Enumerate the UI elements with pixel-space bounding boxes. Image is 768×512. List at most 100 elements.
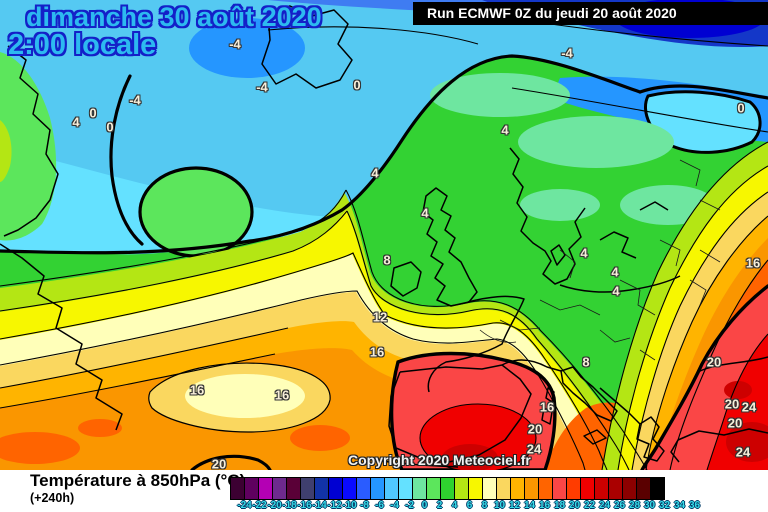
scale-value: -2 <box>405 500 414 511</box>
scale-value: -18 <box>282 500 297 511</box>
map-local-time: 2:00 locale <box>8 29 157 61</box>
model-run-banner: Run ECMWF 0Z du jeudi 20 août 2020 <box>413 2 768 25</box>
scale-cell <box>538 477 553 500</box>
contour-label: 0 <box>353 77 361 93</box>
scale-value: 16 <box>538 500 551 511</box>
legend-lead-time: (+240h) <box>30 491 75 505</box>
scale-cell <box>314 477 329 500</box>
scale-cell <box>622 477 637 500</box>
contour-label: -4 <box>561 45 573 61</box>
scale-cell <box>356 477 371 500</box>
scale-value: 26 <box>613 500 626 511</box>
scale-value: 30 <box>643 500 656 511</box>
scale-cell <box>272 477 287 500</box>
scale-value: 32 <box>658 500 671 511</box>
scale-cell <box>608 477 623 500</box>
scale-cell <box>230 477 245 500</box>
scale-cell <box>300 477 315 500</box>
contour-label: 4 <box>580 245 588 261</box>
scale-value: -24 <box>237 500 252 511</box>
contour-label: 24 <box>735 444 751 460</box>
contour-label: 8 <box>582 354 590 370</box>
contour-label: 4 <box>501 122 509 138</box>
scale-value: 14 <box>523 500 536 511</box>
contour-label: 16 <box>539 399 555 415</box>
scale-value: 24 <box>598 500 611 511</box>
scale-value: 10 <box>493 500 506 511</box>
scale-cell <box>468 477 483 500</box>
scale-value: -8 <box>360 500 369 511</box>
contour-label: -4 <box>229 36 241 52</box>
weather-map-svg <box>0 0 768 470</box>
contour-label: 12 <box>372 309 388 325</box>
scale-value: -14 <box>312 500 327 511</box>
contour-label: 20 <box>211 456 227 471</box>
scale-cell <box>384 477 399 500</box>
contour-label: 0 <box>106 119 114 135</box>
scale-cell <box>454 477 469 500</box>
scale-cell <box>258 477 273 500</box>
contour-label: -4 <box>129 92 141 108</box>
contour-label: 16 <box>369 344 385 360</box>
contour-label: 0 <box>89 105 97 121</box>
scale-cell <box>566 477 581 500</box>
contour-label: 24 <box>526 441 542 457</box>
scale-cell <box>440 477 455 500</box>
country-borders <box>479 159 721 361</box>
scale-value: 22 <box>583 500 596 511</box>
scale-value: 18 <box>553 500 566 511</box>
scale-cell <box>398 477 413 500</box>
scale-value: 12 <box>508 500 521 511</box>
contour-label: 4 <box>72 114 80 130</box>
scale-value: -20 <box>267 500 282 511</box>
contour-label: 16 <box>189 382 205 398</box>
contour-label: 24 <box>741 399 757 415</box>
color-scale <box>230 477 665 500</box>
scale-value: -22 <box>252 500 267 511</box>
scale-value: -10 <box>342 500 357 511</box>
scale-cell <box>426 477 441 500</box>
scale-value: 34 <box>673 500 686 511</box>
scale-value: 28 <box>628 500 641 511</box>
map-date: dimanche 30 août 2020 <box>26 2 322 32</box>
contour-label: 0 <box>737 100 745 116</box>
coastlines <box>0 5 768 468</box>
contour-label: 4 <box>371 165 379 181</box>
scale-value: 4 <box>451 500 458 511</box>
copyright-text: Copyright 2020 Meteociel.fr <box>348 452 531 468</box>
scale-value: -12 <box>327 500 342 511</box>
contour-label: -4 <box>256 79 268 95</box>
scale-value: 20 <box>568 500 581 511</box>
scale-value: 6 <box>466 500 473 511</box>
scale-cell <box>496 477 511 500</box>
contour-label: 20 <box>724 396 740 412</box>
thin-contours <box>0 13 768 470</box>
scale-value: 0 <box>421 500 428 511</box>
contour-label: 4 <box>611 264 619 280</box>
scale-cell <box>412 477 427 500</box>
temperature-fill-bands <box>0 0 768 470</box>
scale-cell <box>244 477 259 500</box>
scale-cell <box>636 477 651 500</box>
scale-cell <box>510 477 525 500</box>
scale-cell <box>286 477 301 500</box>
contour-label: 16 <box>274 387 290 403</box>
scale-value: -6 <box>375 500 384 511</box>
scale-value: -4 <box>390 500 399 511</box>
scale-value: 36 <box>688 500 701 511</box>
contour-label: 20 <box>527 421 543 437</box>
contour-label: 20 <box>727 415 743 431</box>
scale-cell <box>342 477 357 500</box>
scale-cell <box>580 477 595 500</box>
scale-cell <box>482 477 497 500</box>
color-scale-labels: -24 -22 -20 -18 -16 -14 -12 -10 -8 -6 -4 -2 0 2 4 6 8 10 1… <box>237 500 702 511</box>
scale-value: -16 <box>297 500 312 511</box>
scale-cell <box>552 477 567 500</box>
scale-cell <box>524 477 539 500</box>
map-area: -4 -4 -4 0 0 4 0 -4 0 4 4 4 8 12 16 4 4 4 8 16 16 20 16 20 24 16 2… <box>0 0 768 470</box>
scale-cell <box>594 477 609 500</box>
contour-label: 4 <box>421 205 429 221</box>
scale-cell <box>328 477 343 500</box>
contour-label: 20 <box>706 354 722 370</box>
